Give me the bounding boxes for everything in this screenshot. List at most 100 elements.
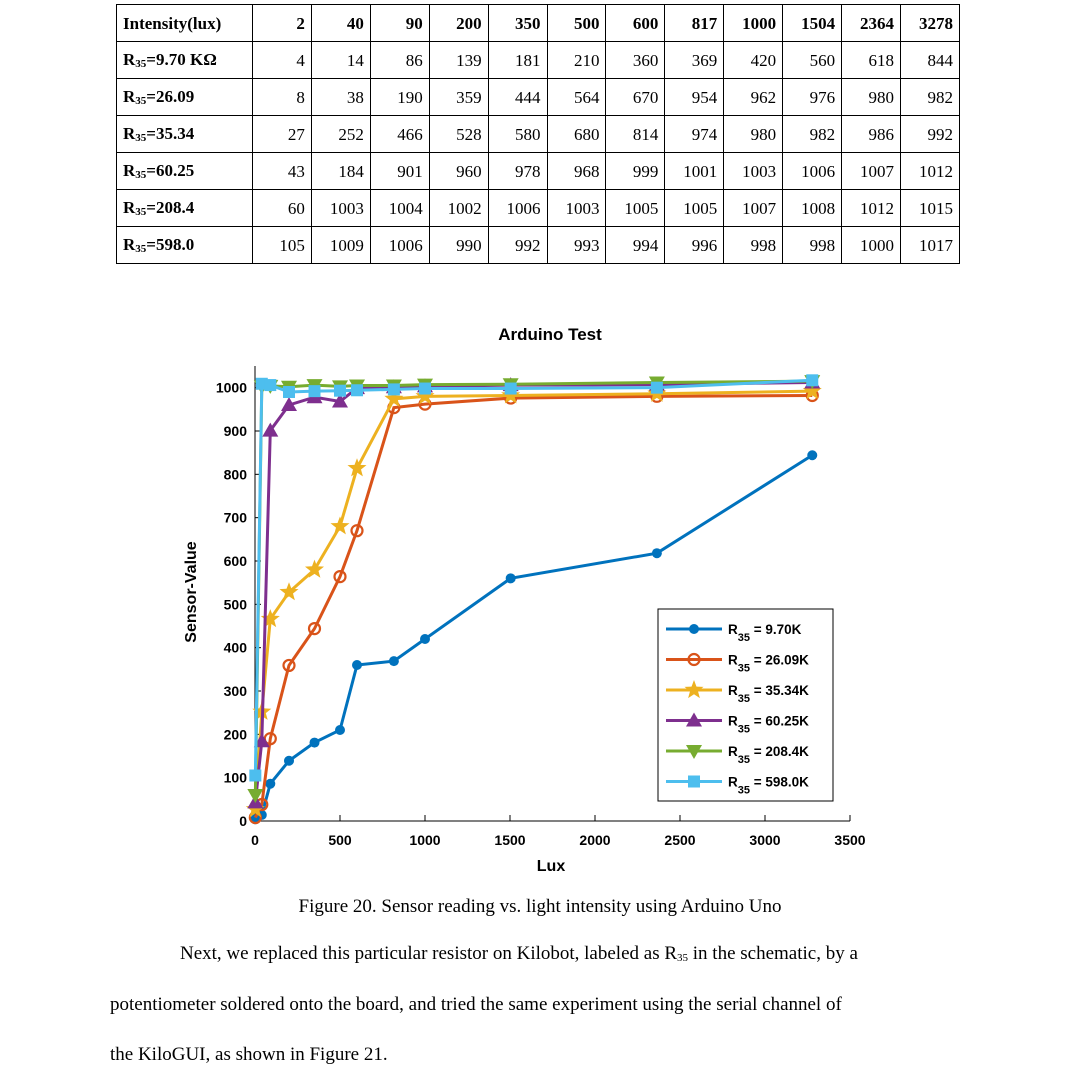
table-cell: 993 (546, 226, 607, 264)
table-header-cell: 3278 (899, 4, 961, 42)
data-point (415, 386, 435, 405)
chart: Arduino Test Sensor-Value Lux 0 500 1000 15… (183, 325, 866, 875)
legend-entry: R35 = 60.25K (666, 712, 809, 736)
paragraph-line-1: Next, we replaced this particular resist… (180, 941, 858, 971)
y-tick-label: 600 (224, 553, 248, 569)
table-cell: 1006 (782, 152, 843, 190)
table-cell: 1017 (899, 226, 961, 264)
table-cell: 980 (723, 115, 784, 153)
row-label-text: R (123, 160, 136, 180)
table-cell: 992 (899, 115, 961, 153)
table-cell: 960 (428, 152, 489, 190)
legend-label: R35 = 60.25K (728, 714, 809, 736)
table-cell: 670 (605, 78, 666, 116)
data-point (283, 386, 295, 398)
table-header-cell: 600 (605, 4, 666, 42)
legend-label: R35 = 26.09K (728, 653, 809, 675)
data-point (330, 516, 350, 535)
data-point (420, 634, 430, 644)
table-cell: 974 (664, 115, 725, 153)
table-cell: 86 (369, 41, 430, 79)
data-point (806, 374, 819, 387)
y-tick-label: 200 (224, 726, 248, 742)
legend-label-text: = 35.34K (750, 683, 809, 698)
table-header-cell: 350 (487, 4, 548, 42)
table-cell: 1006 (369, 226, 430, 264)
legend-label-text: = 60.25K (750, 714, 809, 729)
legend-entry: R35 = 26.09K (666, 653, 809, 675)
legend-label-subscript: 35 (738, 754, 750, 766)
y-tick-label: 900 (224, 423, 248, 439)
legend-entry: R35 = 35.34K (666, 680, 809, 705)
y-tick-label: 800 (224, 466, 248, 482)
legend-label-subscript: 35 (738, 663, 750, 675)
data-point (281, 397, 297, 411)
table-cell: 1007 (841, 152, 901, 190)
data-point (255, 377, 268, 390)
data-point (247, 789, 264, 803)
y-tick-label: 100 (224, 770, 248, 786)
legend-label-text: R (728, 622, 738, 637)
data-point (352, 660, 362, 670)
table-cell: 1003 (546, 189, 607, 227)
table-cell: 1000 (841, 226, 901, 264)
legend-label-text: R (728, 653, 738, 668)
data-point (650, 381, 663, 394)
table-header-cell: 200 (428, 4, 489, 42)
table-cell: 998 (723, 226, 784, 264)
legend-marker (688, 775, 700, 788)
table-header-cell: 2364 (841, 4, 901, 42)
table-row-label: R35=26.09 (116, 78, 253, 116)
row-label-text: =60.25 (146, 160, 195, 180)
row-label-text: R (123, 49, 136, 69)
x-tick-label: 2500 (664, 832, 695, 848)
table-cell: 1012 (899, 152, 961, 190)
data-point (332, 393, 348, 408)
table-cell: 420 (723, 41, 784, 79)
table-cell: 680 (546, 115, 607, 153)
data-table: Intensity(lux) 2 40 90 200 350 500 600 817 1000 1… (116, 4, 961, 264)
table-header-row: Intensity(lux) 2 40 90 200 350 500 600 817 1000 1… (116, 4, 961, 42)
y-tick-label: 1000 (216, 380, 247, 396)
legend-label-text: R (728, 714, 738, 729)
data-point (419, 382, 431, 395)
data-point (308, 385, 321, 398)
table-cell: 1008 (782, 189, 843, 227)
data-point (347, 458, 367, 477)
table-header-cell: 40 (310, 4, 371, 42)
legend-label: R35 = 208.4K (728, 744, 809, 766)
table-header-label: Intensity(lux) (116, 4, 253, 42)
table-cell: 1009 (310, 226, 371, 264)
data-point (505, 573, 516, 584)
legend-label: R35 = 9.70K (728, 622, 802, 644)
table-cell: 962 (723, 78, 784, 116)
row-label-text: =9.70 KΩ (146, 49, 217, 69)
table-row-label: R35=208.4 (116, 189, 253, 227)
data-point (304, 559, 325, 578)
table-cell: 4 (252, 41, 312, 79)
table-cell: 968 (546, 152, 607, 190)
table-row-label: R35=60.25 (116, 152, 253, 190)
legend-label-text: = 598.0K (750, 775, 809, 790)
table-row: R35=35.34 27 252 466 528 580 680 814 974 980 982 98… (116, 115, 961, 153)
data-point (307, 622, 322, 636)
table-cell: 360 (605, 41, 666, 79)
x-tick-label: 1000 (409, 832, 440, 848)
table-cell: 954 (664, 78, 725, 116)
y-tick-label: 700 (224, 510, 248, 526)
table-row-label: R35=35.34 (116, 115, 253, 153)
table-cell: 139 (428, 41, 489, 79)
data-point (282, 658, 296, 673)
legend-entry: R35 = 9.70K (666, 622, 802, 644)
series-line (253, 393, 813, 819)
x-tick-label: 500 (328, 832, 352, 848)
table-cell: 14 (310, 41, 371, 79)
legend-label-subscript: 35 (738, 724, 750, 736)
data-point (284, 755, 294, 766)
legend-entry: R35 = 208.4K (666, 744, 809, 766)
figure-caption: Figure 20. Sensor reading vs. light inte… (298, 896, 782, 917)
data-point (249, 769, 262, 782)
row-label-text: R (123, 197, 136, 217)
table-cell: 528 (428, 115, 489, 153)
